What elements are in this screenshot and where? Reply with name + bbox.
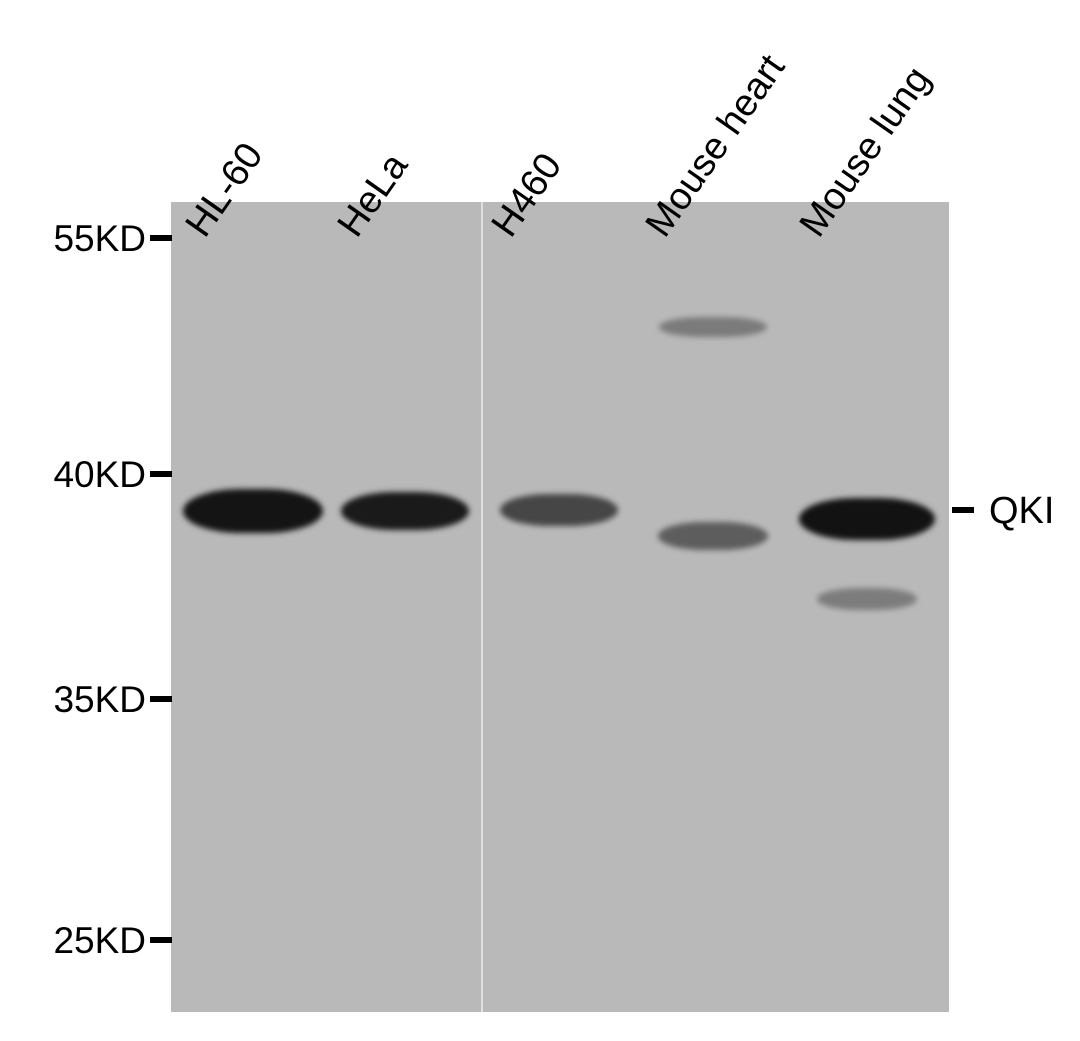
protein-name-label: QKI — [989, 490, 1054, 533]
blot-band — [341, 492, 469, 530]
blot-membrane — [171, 202, 949, 1012]
protein-pointer — [952, 507, 974, 513]
membrane-divider — [481, 202, 483, 1012]
blot-band — [183, 489, 323, 533]
ladder-tick — [150, 235, 172, 241]
blot-band — [659, 317, 767, 337]
ladder-label: 25KD — [53, 920, 146, 962]
blot-band — [658, 522, 768, 550]
ladder-tick — [150, 696, 172, 702]
ladder-tick — [150, 937, 172, 943]
blot-band — [817, 588, 917, 610]
blot-band — [500, 494, 618, 526]
ladder-tick — [150, 471, 172, 477]
blot-band — [799, 498, 935, 540]
ladder-label: 55KD — [53, 218, 146, 260]
ladder-label: 40KD — [53, 454, 146, 496]
ladder-label: 35KD — [53, 679, 146, 721]
western-blot-figure: 55KD40KD35KD25KD HL-60HeLaH460Mouse hear… — [0, 0, 1080, 1041]
